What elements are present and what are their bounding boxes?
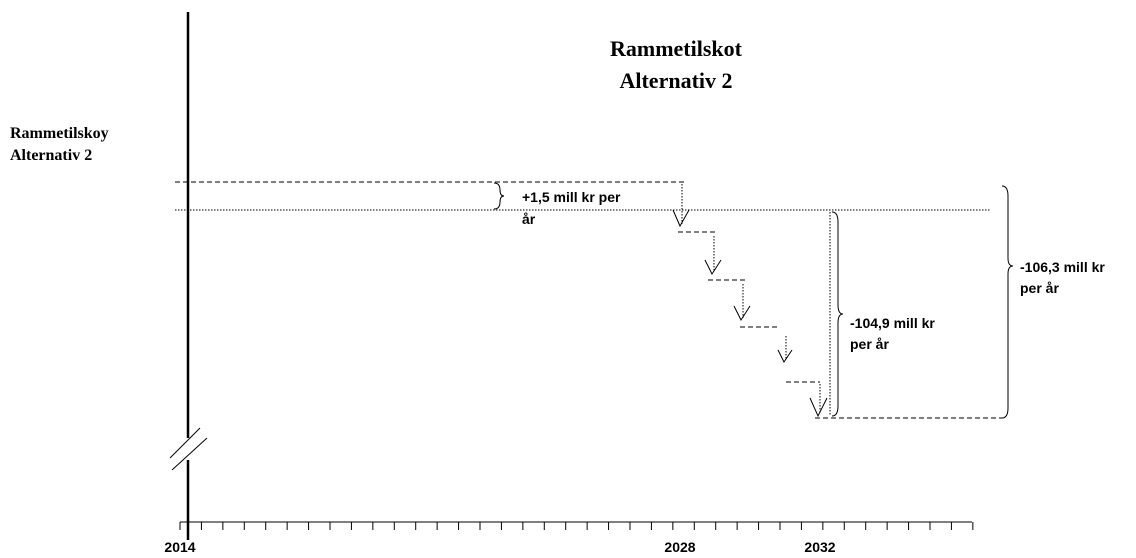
break-mark	[171, 437, 208, 471]
axis-ticks	[179, 522, 974, 530]
left-label: Rammetilskoy	[10, 125, 109, 142]
annotation: per år	[850, 336, 889, 352]
left-label: Alternativ 2	[10, 147, 92, 164]
brace	[493, 182, 505, 210]
title-line: Rammetilskot	[610, 36, 743, 61]
axis-label: 2032	[804, 539, 835, 555]
brace	[831, 211, 844, 417]
brace	[1001, 185, 1014, 419]
axis-label: 2028	[664, 539, 695, 555]
steps	[672, 184, 828, 418]
annotation: +1,5 mill kr per	[522, 189, 621, 205]
axis-label: 2014	[164, 539, 195, 555]
title-line: Alternativ 2	[619, 68, 732, 93]
annotation: -106,3 mill kr	[1020, 259, 1105, 275]
break-mark	[169, 427, 201, 459]
annotation: år	[522, 211, 536, 227]
annotation: per år	[1020, 280, 1059, 296]
annotation: -104,9 mill kr	[850, 315, 935, 331]
